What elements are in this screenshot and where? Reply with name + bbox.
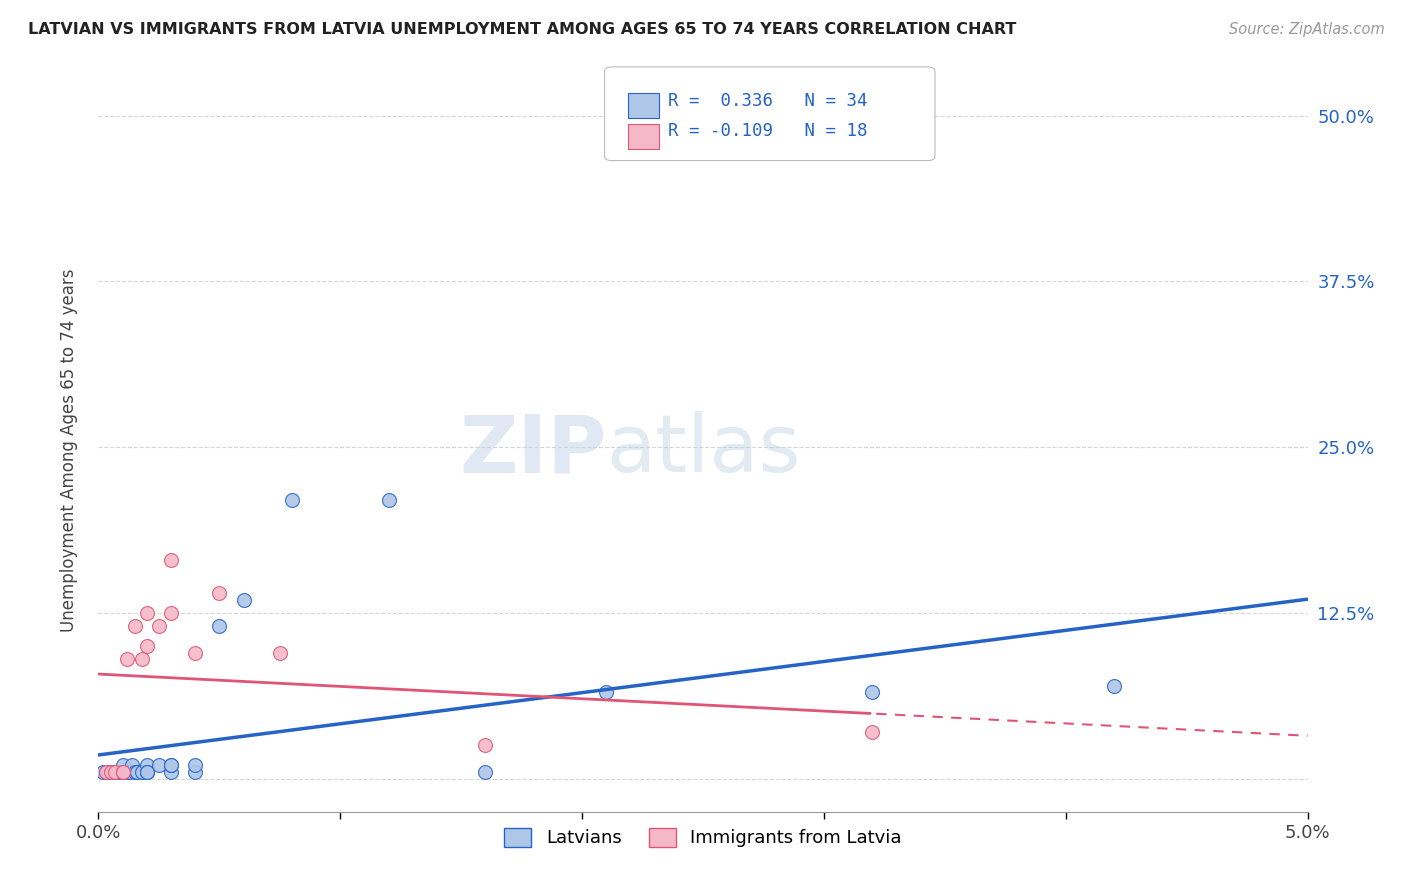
Y-axis label: Unemployment Among Ages 65 to 74 years: Unemployment Among Ages 65 to 74 years [59, 268, 77, 632]
Point [184, 764, 207, 779]
Point [160, 764, 183, 779]
Point [121, 758, 143, 772]
Point [208, 586, 231, 600]
Point [160, 758, 183, 772]
Point [111, 764, 134, 779]
Point [118, 764, 141, 779]
Point [160, 606, 183, 620]
Point [474, 739, 496, 753]
Point [91, 764, 114, 779]
Point [127, 764, 149, 779]
Point [377, 493, 399, 508]
Point [474, 764, 496, 779]
Point [100, 764, 122, 779]
Point [104, 764, 127, 779]
Point [111, 758, 134, 772]
Point [860, 725, 883, 739]
Text: R =  0.336   N = 34: R = 0.336 N = 34 [668, 92, 868, 110]
Point [135, 606, 157, 620]
Point [135, 764, 157, 779]
Point [101, 764, 124, 779]
Text: LATVIAN VS IMMIGRANTS FROM LATVIA UNEMPLOYMENT AMONG AGES 65 TO 74 YEARS CORRELA: LATVIAN VS IMMIGRANTS FROM LATVIA UNEMPL… [28, 22, 1017, 37]
Point [184, 758, 207, 772]
Point [232, 592, 254, 607]
Point [281, 493, 304, 508]
Point [131, 652, 153, 666]
Point [94, 764, 117, 779]
Point [208, 619, 231, 633]
Point [1102, 679, 1125, 693]
Point [160, 553, 183, 567]
Point [111, 764, 134, 779]
Text: R = -0.109   N = 18: R = -0.109 N = 18 [668, 122, 868, 140]
Point [131, 764, 153, 779]
Point [117, 764, 139, 779]
Point [117, 652, 139, 666]
Point [860, 685, 883, 699]
Point [124, 764, 146, 779]
Point [184, 646, 207, 660]
Point [135, 764, 157, 779]
Point [107, 764, 129, 779]
Point [160, 758, 183, 772]
Text: atlas: atlas [606, 411, 800, 490]
Text: ZIP: ZIP [458, 411, 606, 490]
Point [135, 764, 157, 779]
Point [135, 639, 157, 653]
Legend: Latvians, Immigrants from Latvia: Latvians, Immigrants from Latvia [498, 821, 908, 855]
Point [269, 646, 291, 660]
Point [94, 764, 117, 779]
Point [148, 758, 170, 772]
Text: Source: ZipAtlas.com: Source: ZipAtlas.com [1229, 22, 1385, 37]
Point [135, 758, 157, 772]
Point [97, 764, 120, 779]
Point [104, 764, 127, 779]
Point [124, 619, 146, 633]
Point [100, 764, 122, 779]
Point [148, 619, 170, 633]
Point [111, 764, 134, 779]
Point [595, 685, 617, 699]
Point [111, 764, 134, 779]
